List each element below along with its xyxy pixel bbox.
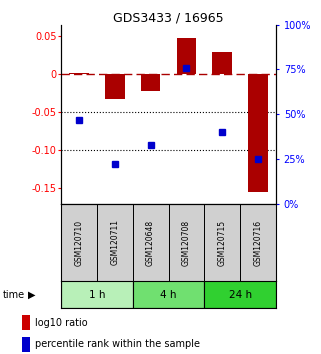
Bar bbox=[133, 204, 169, 281]
Bar bbox=[61, 204, 97, 281]
Text: 1 h: 1 h bbox=[89, 290, 105, 300]
Bar bbox=[204, 204, 240, 281]
Bar bbox=[240, 204, 276, 281]
Bar bbox=[61, 281, 133, 308]
Title: GDS3433 / 16965: GDS3433 / 16965 bbox=[113, 12, 224, 25]
Bar bbox=[213, 52, 232, 74]
Bar bbox=[105, 74, 125, 99]
Text: log10 ratio: log10 ratio bbox=[35, 318, 88, 328]
Text: 4 h: 4 h bbox=[160, 290, 177, 300]
Text: GSM120711: GSM120711 bbox=[110, 219, 119, 266]
Bar bbox=[22, 315, 30, 330]
Text: GSM120708: GSM120708 bbox=[182, 219, 191, 266]
Text: GSM120648: GSM120648 bbox=[146, 219, 155, 266]
Bar bbox=[169, 204, 204, 281]
Text: GSM120716: GSM120716 bbox=[254, 219, 263, 266]
Bar bbox=[248, 74, 268, 192]
Bar bbox=[97, 204, 133, 281]
Text: ▶: ▶ bbox=[28, 290, 36, 300]
Bar bbox=[204, 281, 276, 308]
Bar bbox=[22, 337, 30, 352]
Bar bbox=[141, 74, 160, 91]
Text: GSM120710: GSM120710 bbox=[74, 219, 83, 266]
Text: time: time bbox=[3, 290, 25, 300]
Text: percentile rank within the sample: percentile rank within the sample bbox=[35, 339, 200, 349]
Text: 24 h: 24 h bbox=[229, 290, 252, 300]
Bar bbox=[177, 38, 196, 74]
Bar bbox=[69, 73, 89, 74]
Text: GSM120715: GSM120715 bbox=[218, 219, 227, 266]
Bar bbox=[133, 281, 204, 308]
